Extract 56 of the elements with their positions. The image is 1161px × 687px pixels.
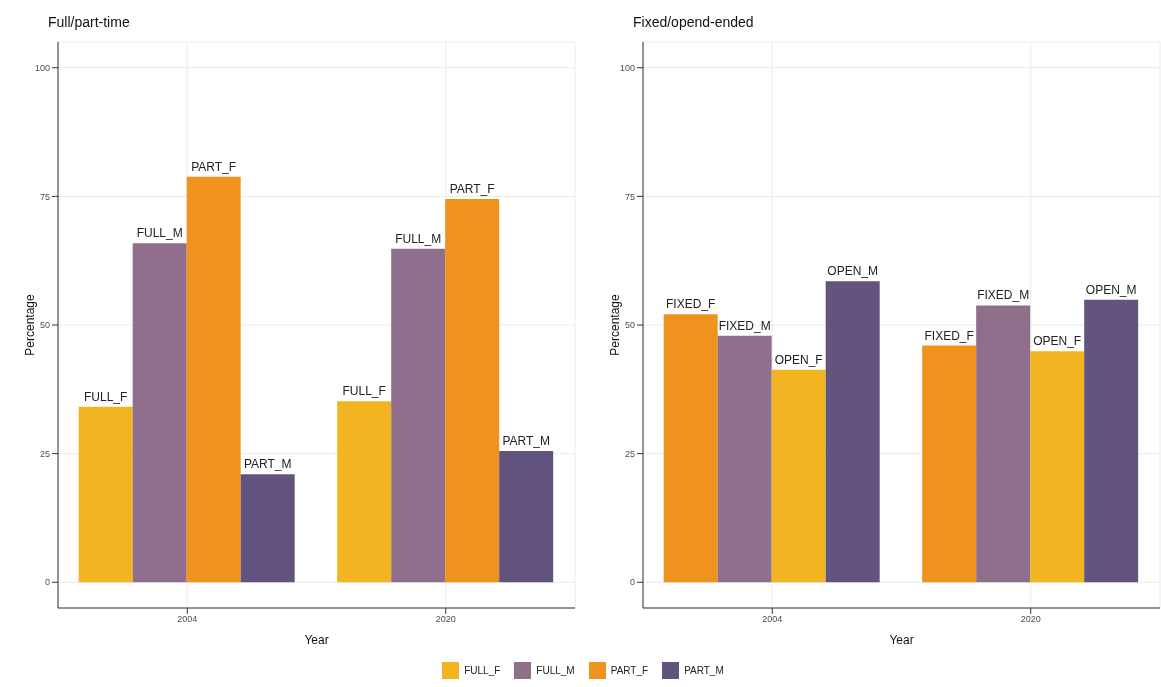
text: PART_F	[191, 159, 237, 174]
text: PART_M	[502, 434, 550, 449]
y-tick-label: 25	[39, 448, 50, 459]
y-tick-label: 75	[39, 191, 50, 202]
bar	[1030, 351, 1085, 583]
x-axis-title: Year	[304, 633, 329, 647]
bar	[663, 314, 718, 583]
y-tick-label: 100	[34, 62, 50, 73]
series-label: OPEN_M	[827, 264, 879, 279]
bar	[1084, 299, 1139, 583]
x-tick-label: 2004	[177, 614, 198, 625]
legend-label: PART_M	[684, 665, 724, 676]
y-tick-label: 50	[39, 320, 50, 331]
x-tick-label: 2004	[762, 614, 783, 625]
bar	[78, 406, 133, 583]
y-tick-label: 100	[619, 62, 635, 73]
legend-label: PART_F	[610, 665, 649, 676]
text: FIXED_F	[924, 328, 974, 343]
series-label: FIXED_M	[718, 318, 771, 333]
bar	[499, 451, 554, 583]
y-tick-label: 0	[44, 577, 50, 588]
bar	[825, 281, 880, 583]
bar	[337, 401, 392, 583]
x-axis-title: Year	[889, 633, 914, 647]
y-axis-title: Percentage	[608, 293, 623, 356]
bar	[240, 474, 295, 583]
chart-title: Fixed/opend-ended	[633, 14, 754, 30]
text: FULL_F	[342, 384, 386, 399]
text: PART_F	[449, 181, 495, 196]
text: FULL_M	[136, 226, 183, 241]
x-tick-label: 2020	[1020, 614, 1041, 625]
x-tick-label: 2020	[435, 614, 456, 625]
legend-label: FULL_M	[536, 665, 575, 676]
y-tick-label: 75	[624, 191, 635, 202]
text: FIXED_M	[977, 288, 1030, 303]
y-tick-label: 0	[629, 577, 635, 588]
bar	[771, 369, 826, 583]
text: OPEN_F	[1033, 334, 1082, 349]
bar	[445, 198, 500, 583]
chart-title: Full/part-time	[48, 14, 130, 30]
text: FULL_F	[84, 389, 128, 404]
legend-label: FULL_F	[464, 665, 501, 676]
bar	[922, 345, 977, 583]
bar	[976, 305, 1031, 583]
bar	[132, 243, 187, 583]
y-axis-title: Percentage	[23, 293, 38, 356]
text: OPEN_M	[1085, 282, 1137, 297]
text: PART_M	[243, 457, 292, 472]
y-tick-label: 25	[624, 448, 635, 459]
bar	[186, 176, 241, 583]
y-tick-label: 50	[624, 320, 635, 331]
series-label: FIXED_F	[666, 297, 716, 312]
bar	[717, 335, 772, 583]
series-label: OPEN_F	[774, 352, 823, 367]
text: FULL_M	[395, 231, 442, 246]
bar	[391, 248, 446, 583]
